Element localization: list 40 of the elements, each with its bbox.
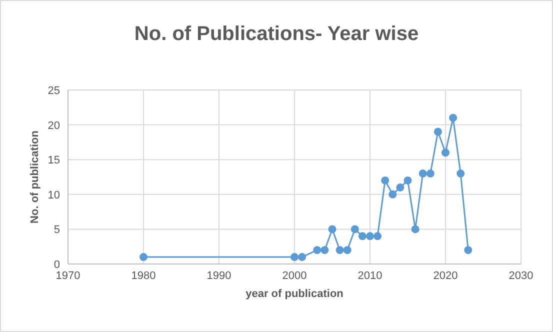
point: [426, 170, 434, 178]
point: [456, 170, 465, 178]
chart-title: No. of Publications- Year wise: [134, 23, 419, 45]
x-tick-label: 1980: [131, 270, 156, 282]
x-tick-label: 1970: [56, 270, 80, 282]
point: [404, 176, 412, 184]
point: [411, 225, 420, 234]
x-axis-title: year of publication: [246, 288, 344, 300]
point: [418, 170, 427, 178]
point: [336, 246, 344, 254]
point: [442, 148, 450, 157]
x-tick-label: 2010: [358, 270, 382, 282]
point: [464, 246, 472, 254]
y-tick-label: 20: [48, 120, 60, 132]
point: [366, 232, 374, 240]
point: [434, 128, 442, 136]
point: [290, 253, 298, 262]
point: [449, 114, 458, 122]
point: [313, 246, 322, 254]
y-tick-label: 15: [48, 154, 60, 167]
x-tick-label: 2020: [433, 270, 458, 282]
point: [350, 225, 359, 234]
y-tick-label: 10: [48, 189, 60, 202]
y-tick-label: 0: [54, 259, 60, 271]
y-axis-title: No. of publication: [29, 130, 41, 224]
y-tick-label: 25: [48, 85, 60, 97]
point: [298, 253, 306, 262]
x-tick-label: 1990: [206, 270, 232, 282]
point: [140, 253, 148, 262]
x-tick-label: 2000: [282, 270, 307, 282]
y-tick-label: 5: [54, 224, 60, 236]
point: [328, 225, 336, 234]
point: [343, 246, 352, 254]
x-tick-label: 2030: [508, 270, 534, 282]
point: [320, 246, 329, 254]
point: [396, 183, 404, 192]
point: [388, 190, 397, 198]
point: [358, 232, 366, 240]
point: [381, 176, 390, 184]
point: [374, 232, 382, 240]
